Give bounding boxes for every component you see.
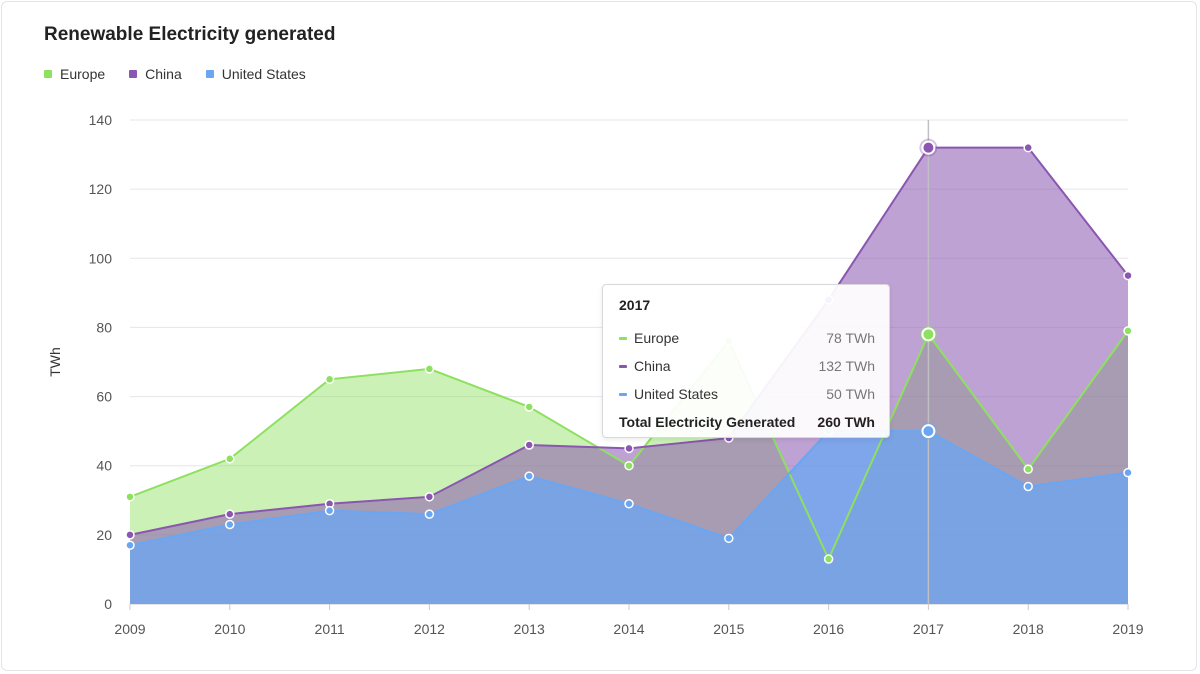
point-united-states-2012 xyxy=(424,509,435,519)
point-china-2014 xyxy=(624,443,634,454)
y-tick-label-120: 120 xyxy=(89,181,113,197)
x-tick-label-2012: 2012 xyxy=(414,621,445,637)
point-europe-2013 xyxy=(524,402,534,412)
legend-swatch-europe xyxy=(44,70,52,78)
y-tick-label-20: 20 xyxy=(96,527,112,543)
y-axis-label: TWh xyxy=(47,347,63,377)
tooltip-total-value: 260 TWh xyxy=(817,414,875,430)
x-tick-label-2010: 2010 xyxy=(214,621,245,637)
x-tick-label-2011: 2011 xyxy=(315,621,345,637)
point-europe-2010 xyxy=(225,454,235,464)
point-china-2010 xyxy=(225,509,235,519)
legend-swatch-united-states xyxy=(205,70,214,78)
tooltip-swatch-china xyxy=(619,364,627,368)
x-tick-label-2017: 2017 xyxy=(913,621,944,637)
x-tick-label-2016: 2016 xyxy=(813,621,844,637)
legend-label-europe: Europe xyxy=(60,66,106,82)
legend-item-china[interactable]: China xyxy=(129,66,182,82)
x-tick-label-2009: 2009 xyxy=(114,621,145,637)
point-china-2018 xyxy=(1023,142,1033,153)
tooltip-label-united-states: United States xyxy=(634,386,719,402)
point-china-2017 xyxy=(921,140,936,155)
point-europe-2012 xyxy=(424,364,435,374)
tooltip-value-united-states: 50 TWh xyxy=(826,386,875,402)
point-europe-2011 xyxy=(324,374,335,385)
y-tick-label-140: 140 xyxy=(89,112,113,128)
tooltip-label-europe: Europe xyxy=(634,330,680,346)
point-united-states-2015 xyxy=(724,533,734,544)
point-united-states-2010 xyxy=(225,519,235,530)
point-china-2019 xyxy=(1123,270,1133,281)
legend-item-united-states[interactable]: United States xyxy=(205,66,306,82)
chart-tooltip: 2017 Europe 78 TWh China 132 TWh United … xyxy=(602,284,890,438)
point-china-2013 xyxy=(524,440,534,450)
chart-title: Renewable Electricity generated xyxy=(44,24,336,45)
point-europe-2016 xyxy=(823,554,834,564)
tooltip-label-china: China xyxy=(634,358,671,374)
point-united-states-2014 xyxy=(624,498,634,509)
y-tick-label-100: 100 xyxy=(89,250,113,266)
tooltip-total-label: Total Electricity Generated xyxy=(619,414,796,430)
area-united-states xyxy=(130,431,1128,604)
tooltip-row-total: Total Electricity Generated 260 TWh xyxy=(619,408,875,436)
point-europe-2017 xyxy=(921,327,936,342)
point-united-states-2019 xyxy=(1123,467,1133,478)
point-europe-2018 xyxy=(1023,464,1033,474)
point-united-states-2017 xyxy=(921,424,936,439)
tooltip-swatch-europe xyxy=(619,336,627,340)
point-china-2009 xyxy=(125,530,135,540)
point-europe-2019 xyxy=(1123,326,1133,336)
y-tick-label-0: 0 xyxy=(104,596,112,612)
point-europe-2014 xyxy=(624,460,634,471)
point-europe-2009 xyxy=(125,492,135,502)
x-tick-label-2014: 2014 xyxy=(613,621,644,637)
tooltip-swatch-united-states xyxy=(619,392,627,396)
x-tick-label-2013: 2013 xyxy=(514,621,545,637)
tooltip-value-europe: 78 TWh xyxy=(826,330,875,346)
tooltip-year: 2017 xyxy=(619,297,651,313)
point-united-states-2013 xyxy=(524,471,534,481)
legend-label-china: China xyxy=(145,66,182,82)
x-tick-label-2018: 2018 xyxy=(1013,621,1044,637)
y-tick-label-40: 40 xyxy=(96,458,112,474)
x-tick-label-2019: 2019 xyxy=(1112,621,1143,637)
y-tick-label-80: 80 xyxy=(96,319,112,335)
point-china-2012 xyxy=(424,492,435,502)
legend-item-europe[interactable]: Europe xyxy=(44,66,105,82)
tooltip-value-china: 132 TWh xyxy=(818,358,875,374)
tooltip-row-china: China 132 TWh xyxy=(619,352,875,380)
tooltip-row-europe: Europe 78 TWh xyxy=(619,324,875,352)
tooltip-row-united-states: United States 50 TWh xyxy=(619,380,875,408)
legend-label-united-states: United States xyxy=(221,66,306,82)
point-united-states-2011 xyxy=(324,505,335,516)
legend-swatch-china xyxy=(129,70,138,78)
y-tick-label-60: 60 xyxy=(96,389,112,405)
point-united-states-2018 xyxy=(1023,481,1033,492)
chart-legend: Europe China United States xyxy=(44,66,306,82)
point-united-states-2009 xyxy=(125,540,135,550)
x-tick-label-2015: 2015 xyxy=(713,621,744,637)
